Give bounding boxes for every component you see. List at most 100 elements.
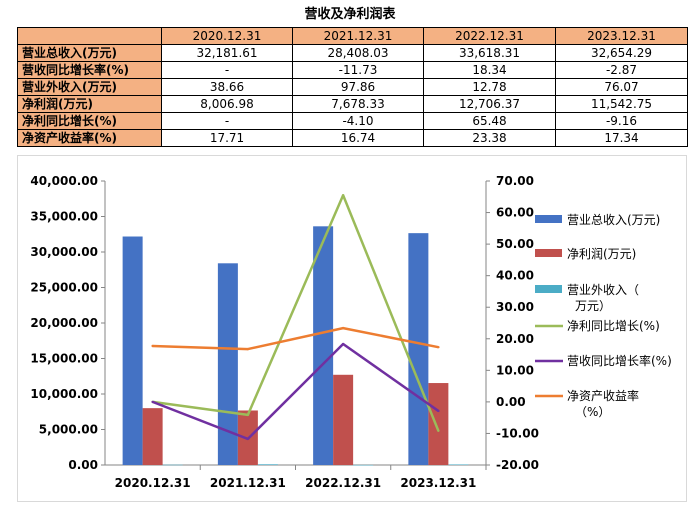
x-tick-label: 2020.12.31 (115, 476, 191, 490)
x-tick-label: 2021.12.31 (210, 476, 286, 490)
table-cell: 23.38 (423, 129, 556, 147)
combo-chart: 0.00 5,000.00 10,000.00 15,000.00 20,000.00 2… (30, 174, 672, 490)
table-cell: 32,654.29 (555, 44, 688, 62)
legend-label: 营业外收入（万元） (567, 283, 639, 313)
table-cell: 38.66 (161, 78, 293, 96)
line-point (341, 342, 345, 346)
table-cell: 18.34 (423, 61, 556, 79)
table-cell: -9.16 (555, 112, 688, 130)
right-tick-label: 30.00 (496, 300, 534, 314)
table-row: 营业外收入(万元) 38.66 97.86 12.78 76.07 (17, 78, 688, 96)
table-cell: 16.74 (292, 129, 424, 147)
legend-label: 营收同比增长率(%) (567, 353, 672, 368)
bar-1 (217, 263, 238, 465)
line-series-2 (152, 342, 440, 441)
table-cell: 7,678.33 (292, 95, 424, 113)
left-tick-label: 20,000.00 (30, 316, 98, 330)
right-tick-label: 60.00 (496, 206, 534, 220)
bar-3 (353, 464, 374, 466)
line-point (246, 437, 250, 441)
line-point (437, 409, 440, 413)
bar-2 (428, 383, 449, 465)
right-tick-label: 40.00 (496, 269, 534, 283)
row-label: 营业总收入(万元) (17, 44, 162, 62)
left-tick-label: 30,000.00 (30, 245, 98, 259)
table-cell: - (161, 112, 293, 130)
bar-3 (448, 464, 469, 465)
legend-label: 营业总收入(万元) (567, 213, 660, 227)
line-series-3 (152, 326, 439, 351)
table-cell: - (161, 61, 293, 79)
table-cell: 65.48 (423, 112, 556, 130)
table-cell: 28,408.03 (292, 44, 424, 62)
left-tick-label: 10,000.00 (30, 387, 98, 401)
table-cell: 97.86 (292, 78, 424, 96)
table-title: 营收及净利润表 (304, 7, 396, 22)
bar-2 (142, 408, 163, 465)
x-tick-label: 2022.12.31 (305, 476, 381, 490)
combo-chart-frame: 0.00 5,000.00 10,000.00 15,000.00 20,000.00 2… (17, 155, 687, 502)
line-point (341, 194, 345, 197)
table-cell: -4.10 (292, 112, 424, 130)
table-row: 净利润(万元) 8,006.98 7,678.33 12,706.37 11,5… (17, 95, 688, 113)
table-cell: 33,618.31 (423, 44, 556, 62)
left-tick-label: 0.00 (68, 458, 98, 472)
legend-label: 净资产收益率（%） (567, 388, 639, 419)
x-tick-label: 2023.12.31 (400, 476, 476, 490)
right-tick-label: 20.00 (496, 332, 534, 346)
table-cell: -2.87 (555, 61, 688, 79)
bar-3 (162, 464, 183, 466)
right-tick-label: 10.00 (496, 363, 534, 377)
row-label: 营收同比增长率(%) (17, 61, 162, 79)
table-cell: -11.73 (292, 61, 424, 79)
right-tick-label: 0.00 (496, 395, 526, 409)
bar-1 (122, 236, 143, 465)
table-row: 净利同比增长(%) - -4.10 65.48 -9.16 (17, 112, 688, 130)
legend-swatch (535, 285, 562, 293)
table-cell: 12.78 (423, 78, 556, 96)
row-label: 净资产收益率(%) (17, 129, 162, 147)
line-point (151, 400, 154, 404)
right-tick-label: -10.00 (496, 426, 539, 440)
left-tick-label: 25,000.00 (30, 281, 98, 295)
bar-1 (313, 226, 334, 465)
left-tick-label: 15,000.00 (30, 352, 98, 366)
line-point (437, 429, 440, 432)
row-label: 净利润(万元) (17, 95, 162, 113)
table-cell: 32,181.61 (161, 44, 293, 62)
legend-label: 净利同比增长(%) (567, 319, 660, 333)
row-label: 营业外收入(万元) (17, 78, 162, 96)
line-point (437, 345, 440, 349)
line-point (246, 347, 250, 351)
table-row: 营收同比增长率(%) - -11.73 18.34 -2.87 (17, 61, 688, 79)
table-cell: 11,542.75 (555, 95, 688, 113)
table-row: 营业总收入(万元) 32,181.61 28,408.03 33,618.31 … (17, 44, 688, 62)
header-cell: 2020.12.31 (161, 27, 293, 45)
bar-1 (408, 233, 429, 465)
right-tick-label: 50.00 (496, 237, 534, 251)
table-cell: 17.71 (161, 129, 293, 147)
bar-2 (333, 374, 354, 465)
legend-swatch (535, 215, 562, 223)
legend-swatch (535, 249, 562, 257)
line-point (341, 326, 345, 330)
table-cell: 8,006.98 (161, 95, 293, 113)
table-cell: 17.34 (555, 129, 688, 147)
legend-label: 净利润(万元) (567, 247, 636, 261)
row-label: 净利同比增长(%) (17, 112, 162, 130)
left-tick-label: 5,000.00 (39, 423, 98, 437)
line-series-1 (152, 194, 440, 432)
header-cell: 2021.12.31 (292, 27, 424, 45)
table-cell: 76.07 (555, 78, 688, 96)
header-cell: 2022.12.31 (423, 27, 556, 45)
header-cell (17, 27, 162, 45)
left-tick-label: 40,000.00 (30, 174, 98, 188)
table-cell: 12,706.37 (423, 95, 556, 113)
line-point (151, 344, 154, 348)
line-point (246, 413, 250, 417)
financial-table: 2020.12.31 2021.12.31 2022.12.31 2023.12… (17, 27, 688, 147)
right-tick-label: 70.00 (496, 174, 534, 188)
right-tick-label: -20.00 (496, 458, 539, 472)
header-cell: 2023.12.31 (555, 27, 688, 45)
table-row: 净资产收益率(%) 17.71 16.74 23.38 17.34 (17, 129, 688, 147)
